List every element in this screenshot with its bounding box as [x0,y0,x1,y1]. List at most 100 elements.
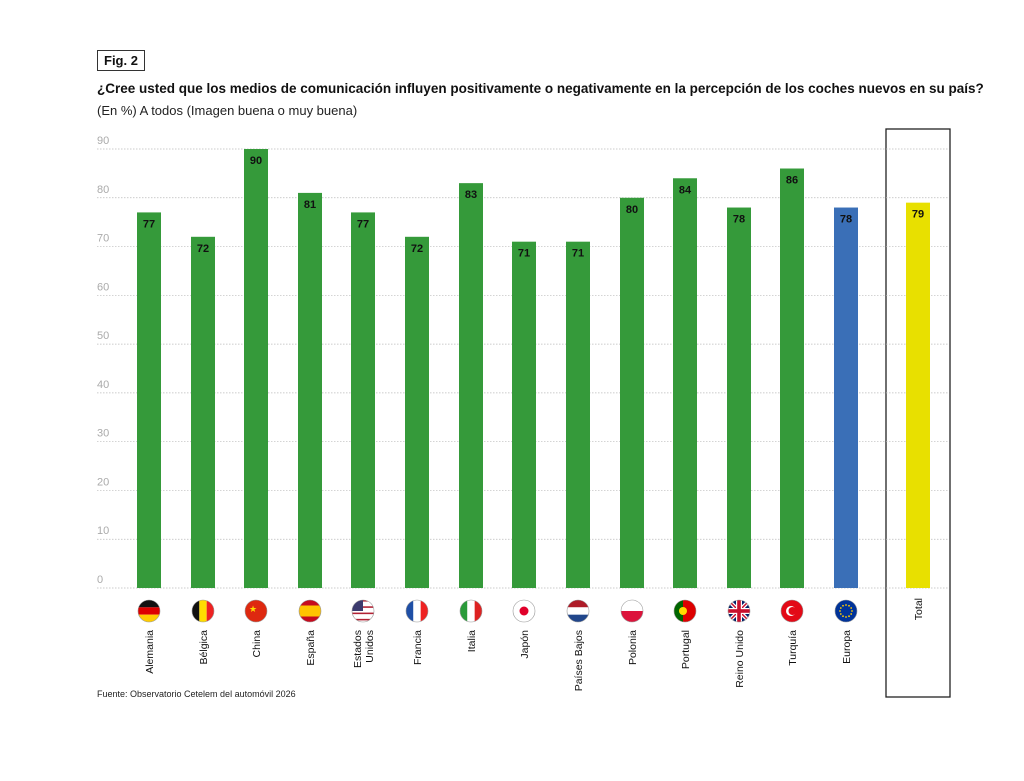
data-label: 77 [357,218,369,230]
bar [566,241,590,588]
flag-body [460,600,482,622]
flag-part [352,615,374,618]
bar [298,192,322,588]
flag-body [513,600,535,622]
flag-star [845,604,847,606]
flag-part [835,600,857,622]
bar [244,149,268,588]
flag-part [474,600,482,622]
flag-outline [512,599,536,623]
flag-part [567,600,589,608]
flag-part [567,607,589,615]
flag-nl-icon [566,599,590,623]
flag-part [460,600,468,622]
flag-star [850,613,853,615]
x-tick-label: Portugal [680,630,692,669]
y-tick-label: 70 [97,233,109,245]
x-tick-label: Bélgica [198,630,210,665]
y-tick-label: 0 [97,574,103,586]
data-label: 71 [518,248,530,260]
x-tick-label: Japón [519,630,531,659]
flag-outline [137,599,161,623]
flag-outline [620,599,644,623]
flag-pt-icon [673,599,697,623]
flag-part [420,600,428,622]
flag-star [850,607,853,609]
bar [727,207,751,589]
y-tick-label: 30 [97,428,109,440]
y-tick-label: 10 [97,525,109,537]
flag-outline [459,599,483,623]
data-label: 72 [411,243,423,255]
flag-part [206,600,214,622]
flag-outline [244,599,268,623]
x-tick-label: Países Bajos [573,630,585,691]
flag-star [842,615,844,618]
data-label: 84 [679,184,692,196]
flag-moon-cut [788,607,797,615]
x-tick-label: Italia [466,630,478,652]
flag-part [352,618,374,621]
flag-emblem [679,607,687,615]
flag-jp-icon [512,599,536,623]
bar [834,207,858,589]
x-tick-label: Alemania [144,630,156,674]
flag-star [848,615,850,618]
flag-star [839,610,841,612]
flag-body [835,600,857,622]
data-label: 78 [733,214,745,226]
data-label: 80 [626,204,638,216]
flag-outline [727,599,751,623]
flag-outline [673,599,697,623]
flag-body [406,600,428,622]
flag-body: ★ [245,600,267,622]
y-tick-label: 40 [97,379,109,391]
y-tick-label: 60 [97,281,109,293]
bar [620,197,644,588]
x-tick-label: Total [913,598,925,620]
bar [906,202,930,588]
flag-sun [519,606,529,616]
flag-it-icon [459,599,483,623]
flag-part [199,600,207,622]
data-label: 78 [840,214,852,226]
x-tick-label: España [305,630,317,666]
flag-body [567,600,589,622]
x-tick-label: Turquía [787,630,799,666]
flag-star [842,604,844,607]
bar [673,178,697,588]
flag-es-icon [298,599,322,623]
flag-part [406,600,414,622]
flag-part [467,600,475,622]
flag-star [839,613,842,615]
flag-part [352,600,363,611]
x-tick-label: China [251,630,263,658]
data-label: 71 [572,248,584,260]
flag-star [851,610,853,612]
x-tick-label: Unidos [364,630,376,663]
flag-part [245,600,267,622]
y-tick-label: 80 [97,184,109,196]
x-tick-label: Francia [412,630,424,665]
flag-star [839,607,842,609]
flag-outline [298,599,322,623]
x-tick-label: Reino Unido [734,630,746,688]
flag-body [299,600,321,622]
chart-title: ¿Cree usted que los medios de comunicaci… [97,81,984,96]
x-tick-label: Estados [352,630,364,668]
bar [405,236,429,589]
x-tick-label: Polonia [627,630,639,665]
figure-label: Fig. 2 [97,50,145,71]
flag-body [621,600,643,622]
flag-part [138,607,160,615]
flag-part [138,614,160,622]
bar [512,241,536,588]
flag-body [781,600,803,622]
bar [137,212,161,588]
bar [459,183,483,588]
bar [351,212,375,588]
flag-outline [834,599,858,623]
flag-star [848,604,850,607]
flag-be-icon [191,599,215,623]
